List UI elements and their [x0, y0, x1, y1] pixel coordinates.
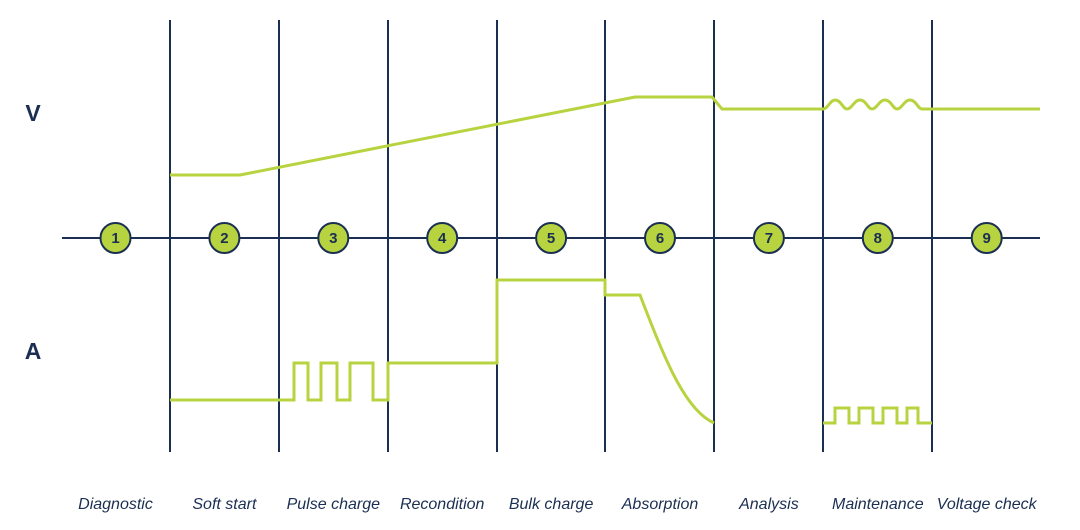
stage-name: Absorption	[621, 496, 699, 513]
step-circle	[208, 222, 241, 254]
maintenance-current	[823, 406, 932, 425]
step-circle	[644, 222, 676, 254]
step-number: 5	[547, 230, 555, 247]
stage-name: Analysis	[738, 496, 799, 513]
step-circle	[426, 222, 459, 254]
step-number: 7	[765, 230, 773, 247]
stage-name: Voltage check	[937, 496, 1038, 513]
step-number: 3	[329, 230, 337, 247]
step-number: 9	[983, 230, 991, 247]
step-circle	[752, 222, 785, 254]
step-number: 4	[438, 230, 447, 247]
current-label: A	[25, 338, 42, 364]
step-number: 2	[220, 230, 228, 247]
step-circle	[317, 222, 350, 254]
stage-name: Recondition	[400, 496, 485, 513]
current-curve	[170, 278, 715, 425]
stage-name: Soft start	[192, 496, 257, 513]
stage-name: Maintenance	[832, 496, 924, 513]
stage-name: Pulse charge	[287, 496, 380, 513]
stage-dividers	[169, 20, 933, 452]
stage-name: Diagnostic	[78, 496, 153, 513]
step-circle	[861, 222, 894, 254]
voltage-curve	[170, 95, 1040, 177]
voltage-label: V	[25, 100, 41, 126]
step-number: 8	[874, 230, 882, 247]
step-number: 1	[111, 230, 119, 247]
step-circle	[535, 222, 568, 254]
step-circle	[970, 222, 1003, 254]
stage-name: Bulk charge	[509, 496, 594, 513]
step-number: 6	[656, 230, 664, 247]
step-circle	[99, 222, 132, 254]
